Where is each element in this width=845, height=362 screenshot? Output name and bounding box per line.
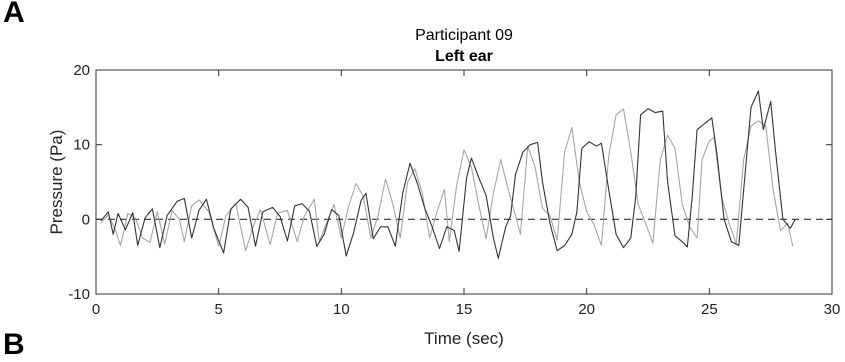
x-tick-label: 25: [701, 301, 718, 318]
series-line-2: [100, 108, 794, 252]
y-tick-label: 0: [82, 211, 90, 228]
pressure-line-chart: Participant 09 Left ear 0 5 10 15 20 25 30-100…: [47, 27, 841, 348]
y-axis-label: Pressure (Pa): [47, 130, 66, 235]
x-tick-label: 15: [456, 301, 473, 318]
x-tick-label: 30: [824, 301, 841, 318]
plot-frame: [95, 69, 833, 295]
y-tick-label: 20: [73, 62, 90, 79]
panel-label: A: [3, 0, 25, 29]
x-tick-label: 0: [92, 301, 100, 318]
chart-title: Participant 09: [415, 27, 513, 44]
y-tick-label: -10: [68, 286, 90, 303]
x-tick-label: 20: [578, 301, 595, 318]
series-line-1: [100, 90, 796, 259]
x-axis-label: Time (sec): [424, 329, 504, 348]
x-tick-label: 10: [333, 301, 350, 318]
y-tick-label: 10: [73, 137, 90, 154]
x-tick-label: 5: [214, 301, 222, 318]
chart-subtitle: Left ear: [435, 48, 493, 65]
